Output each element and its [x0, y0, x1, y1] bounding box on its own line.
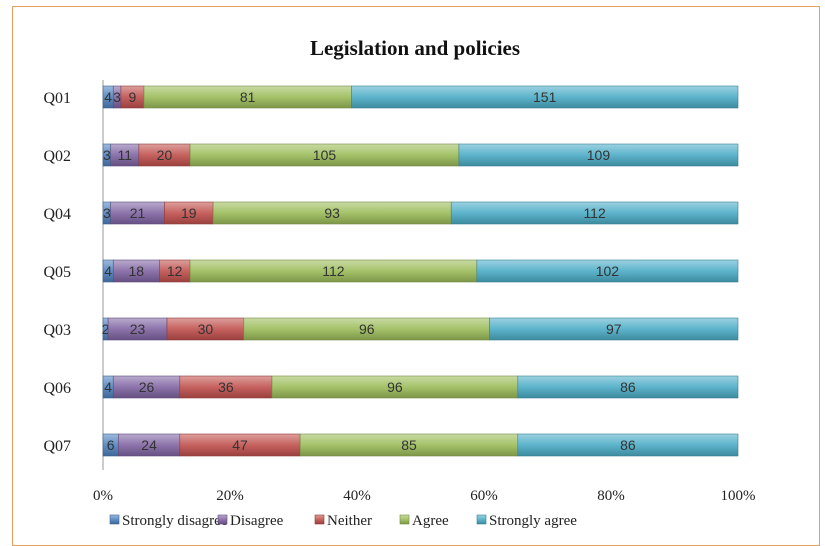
x-tick-labels: 0% 20% 40% 60% 80% 100% [93, 488, 756, 504]
legend-swatch [399, 514, 410, 525]
legend-swatch [314, 514, 325, 525]
data-label: 24 [141, 437, 157, 453]
legend: Strongly disagree Disagree Neither Agree Str… [109, 513, 577, 529]
legend-label: Neither [327, 513, 372, 529]
x-tick-label: 40% [343, 488, 371, 504]
data-label: 109 [587, 147, 611, 163]
category-label: Q02 [43, 148, 71, 165]
data-label: 81 [240, 89, 256, 105]
x-tick-label: 20% [216, 488, 244, 504]
data-label: 30 [198, 321, 214, 337]
data-label: 9 [129, 89, 137, 105]
data-label: 47 [232, 437, 248, 453]
data-label: 85 [401, 437, 417, 453]
legend-label: Disagree [230, 513, 284, 529]
x-tick-label: 100% [721, 488, 756, 504]
data-label: 112 [322, 263, 345, 279]
data-label: 86 [620, 437, 636, 453]
data-label: 86 [620, 379, 636, 395]
bar-segment [517, 375, 739, 399]
data-label: 26 [139, 379, 155, 395]
category-label: Q07 [43, 438, 71, 455]
data-label: 112 [583, 205, 606, 221]
category-labels: Q01 Q02 Q04 Q05 Q03 Q06 Q07 [43, 90, 71, 455]
x-tick-label: 80% [597, 488, 625, 504]
data-label: 102 [596, 263, 620, 279]
bar-segment [450, 201, 739, 225]
data-label: 2 [102, 321, 110, 337]
category-label: Q06 [43, 380, 71, 397]
data-label: 20 [157, 147, 173, 163]
data-label: 93 [324, 205, 340, 221]
bar-segment [458, 143, 739, 167]
data-label: 97 [606, 321, 622, 337]
bar-segment [476, 259, 739, 283]
data-label: 4 [104, 263, 112, 279]
legend-label: Agree [412, 513, 449, 529]
bar-segment [517, 433, 739, 457]
bar-segment [489, 317, 739, 341]
data-label: 21 [130, 205, 146, 221]
data-label: 96 [359, 321, 375, 337]
legend-label: Strongly disagree [122, 513, 228, 529]
category-label: Q03 [43, 322, 71, 339]
data-label: 151 [533, 89, 557, 105]
data-label: 105 [313, 147, 337, 163]
data-label: 3 [103, 205, 111, 221]
legend-swatch [476, 514, 487, 525]
legend-label: Strongly agree [489, 513, 577, 529]
category-label: Q05 [43, 264, 71, 281]
data-label: 3 [103, 147, 111, 163]
data-label: 19 [181, 205, 197, 221]
category-label: Q04 [43, 206, 71, 223]
data-label: 4 [104, 89, 112, 105]
bar-segment [351, 85, 739, 109]
data-label: 18 [128, 263, 144, 279]
data-label: 96 [387, 379, 403, 395]
legend-swatch [217, 514, 228, 525]
x-tick-label: 0% [93, 488, 113, 504]
data-label: 6 [107, 437, 115, 453]
data-label: 4 [104, 379, 112, 395]
data-label: 23 [130, 321, 146, 337]
legend-swatch [109, 514, 120, 525]
category-label: Q01 [43, 90, 71, 107]
data-label: 12 [167, 263, 183, 279]
chart-title: Legislation and policies [310, 36, 520, 60]
data-label: 3 [113, 89, 121, 105]
data-label: 36 [218, 379, 234, 395]
x-tick-label: 60% [470, 488, 498, 504]
data-label: 11 [117, 147, 132, 163]
